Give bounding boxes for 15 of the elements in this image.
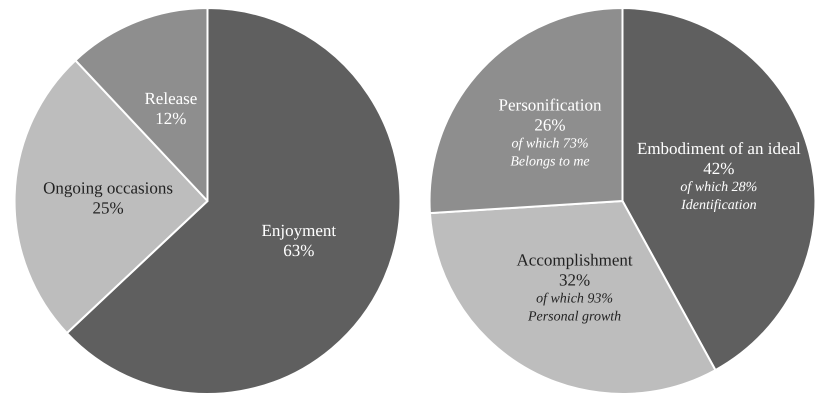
data-label: 63% <box>283 241 314 260</box>
data-label: 42% <box>703 158 734 178</box>
data-label: 12% <box>155 109 186 128</box>
data-label: 32% <box>558 270 590 290</box>
slice-label: Release <box>144 89 198 108</box>
text: of which 73% Belongs to me <box>510 136 590 170</box>
slice-label: Embodiment of an ideal <box>636 138 802 158</box>
slice-label: Accomplishment <box>516 250 633 270</box>
slice-label: Enjoyment <box>261 221 336 240</box>
slice-label: Ongoing occasions <box>43 178 173 198</box>
text: of which 93% Personal growth <box>528 292 622 325</box>
slice-label: Personification <box>498 95 602 114</box>
data-label: 26% <box>534 115 566 134</box>
data-label: 25% <box>92 198 124 218</box>
text: of which 28% Identification <box>680 180 758 213</box>
